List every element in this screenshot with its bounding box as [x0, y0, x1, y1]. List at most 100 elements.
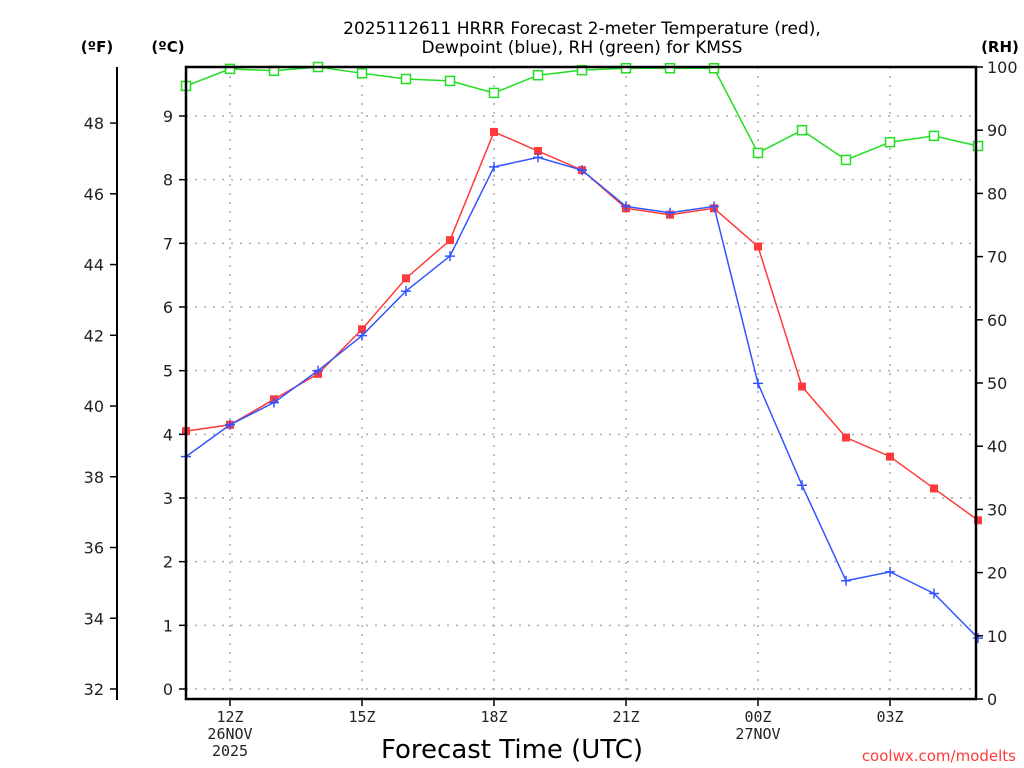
rh-point [664, 63, 676, 74]
dewpoint-point [885, 566, 895, 577]
rh-tick-label: 70 [987, 248, 1007, 267]
dewpoint-point [665, 207, 675, 218]
x-tick-label: 21Z [612, 708, 639, 726]
dewpoint-point [269, 397, 279, 408]
fahrenheit-tick-label: 46 [84, 185, 104, 204]
rh-tick-label: 90 [987, 121, 1007, 140]
rh-tick-label: 10 [987, 627, 1007, 646]
celsius-tick-label: 0 [163, 680, 173, 699]
dewpoint-point [709, 201, 719, 212]
rh-point [708, 63, 720, 74]
rh-tick-label: 80 [987, 184, 1007, 203]
temperature-point [754, 242, 762, 251]
fahrenheit-tick-label: 32 [84, 680, 104, 699]
celsius-tick-label: 2 [163, 553, 173, 572]
x-tick-label: 03Z [876, 708, 903, 726]
dewpoint-point [225, 419, 235, 430]
celsius-tick-label: 6 [163, 298, 173, 317]
rh-point [444, 75, 456, 87]
temperature-point [490, 127, 498, 136]
celsius-tick-label: 7 [163, 234, 173, 253]
fahrenheit-tick-label: 48 [84, 114, 104, 133]
temperature-point [358, 325, 366, 334]
temperature-point [446, 236, 454, 245]
celsius-tick-label: 1 [163, 616, 173, 635]
dewpoint-point [973, 633, 983, 644]
rh-tick-label: 0 [987, 690, 997, 709]
rh-tick-label: 60 [987, 311, 1007, 330]
dewpoint-point [797, 480, 807, 491]
rh-point [356, 68, 368, 79]
fahrenheit-tick-label: 40 [84, 397, 104, 416]
temperature-point [886, 452, 894, 461]
rh-point [884, 136, 896, 148]
rh-point [972, 140, 984, 152]
chart-title-line1: 2025112611 HRRR Forecast 2-meter Tempera… [343, 19, 821, 39]
rh-point [532, 69, 544, 81]
dewpoint-point [533, 152, 543, 163]
fahrenheit-tick-label: 36 [84, 539, 104, 558]
rh-point [840, 154, 852, 166]
dewpoint-point [577, 165, 587, 176]
series-layer [180, 61, 984, 644]
rh-tick-label: 30 [987, 500, 1007, 519]
dewpoint-point [841, 575, 851, 586]
rh-point [796, 124, 808, 136]
temperature-point [798, 382, 806, 391]
x-tick-label: 27NOV [735, 725, 780, 743]
rh-line [185, 66, 979, 161]
rh-point [224, 63, 236, 75]
dewpoint-point [621, 201, 631, 212]
fahrenheit-unit-label: (ºF) [81, 38, 113, 56]
rh-tick-label: 100 [987, 58, 1018, 77]
fahrenheit-tick-label: 38 [84, 468, 104, 487]
dewpoint-line [185, 156, 979, 639]
dewpoint-point [753, 378, 763, 389]
temperature-point [534, 147, 542, 156]
rh-tick-label: 50 [987, 374, 1007, 393]
dewpoint-point [445, 251, 455, 262]
temperature-point [974, 516, 982, 525]
series-rh [180, 61, 984, 166]
chart-title-line2: Dewpoint (blue), RH (green) for KMSS [422, 38, 743, 58]
rh-tick-label: 20 [987, 564, 1007, 583]
x-tick-label: 26NOV [207, 725, 252, 743]
dewpoint-point [929, 588, 939, 599]
celsius-tick-label: 5 [163, 362, 173, 381]
dewpoint-point [313, 365, 323, 376]
celsius-tick-label: 4 [163, 425, 173, 444]
temperature-line [185, 130, 979, 521]
rh-point [752, 147, 764, 159]
fahrenheit-tick-label: 34 [84, 609, 104, 628]
x-tick-label: 12Z [216, 708, 243, 726]
temperature-point [842, 433, 850, 442]
x-axis-title: Forecast Time (UTC) [381, 735, 643, 765]
plot-frame [184, 65, 978, 701]
series-temperature [182, 127, 982, 525]
x-tick-label: 18Z [480, 708, 507, 726]
temperature-point [930, 484, 938, 493]
rh-point [928, 130, 940, 142]
x-tick-label: 2025 [212, 742, 248, 760]
rh-point [576, 64, 588, 76]
dewpoint-point [401, 286, 411, 297]
rh-tick-label: 40 [987, 437, 1007, 456]
celsius-tick-label: 8 [163, 171, 173, 190]
celsius-tick-label: 9 [163, 107, 173, 126]
x-tick-label: 00Z [744, 708, 771, 726]
temperature-point [402, 274, 410, 283]
x-tick-label: 15Z [348, 708, 375, 726]
rh-point [488, 87, 500, 99]
dewpoint-point [357, 330, 367, 341]
rh-point [620, 63, 632, 74]
axes: 3234363840424446480123456789010203040506… [84, 58, 1018, 760]
grid-lines [186, 67, 976, 699]
rh-point [400, 73, 412, 85]
credit-text: coolwx.com/modelts [862, 747, 1016, 765]
series-dewpoint [181, 152, 983, 644]
celsius-unit-label: (ºC) [151, 38, 184, 56]
fahrenheit-tick-label: 42 [84, 326, 104, 345]
celsius-tick-label: 3 [163, 489, 173, 508]
dewpoint-point [489, 161, 499, 172]
